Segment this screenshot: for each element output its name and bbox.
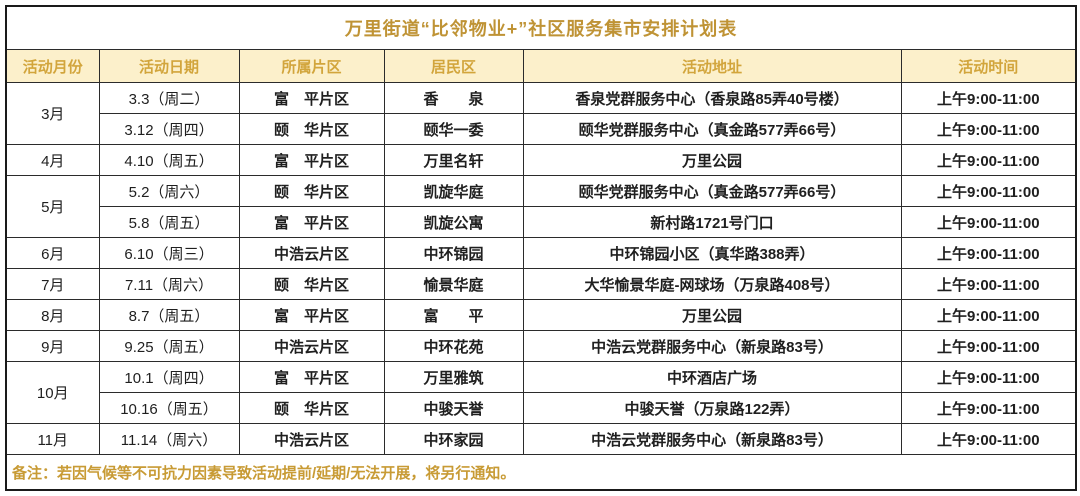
date-cell: 3.12（周四） (98, 113, 240, 145)
footer-note: 备注：若因气候等不可抗力因素导致活动提前/延期/无法开展，将另行通知。 (5, 454, 1077, 491)
date-cell: 3.3（周二） (98, 82, 240, 114)
column-header-month: 活动月份 (5, 49, 100, 83)
community-cell: 万里名轩 (383, 144, 524, 176)
address-cell: 中环锦园小区（真华路388弄） (522, 237, 902, 269)
address-cell: 大华愉景华庭-网球场（万泉路408号） (522, 268, 902, 300)
date-cell: 10.1（周四） (98, 361, 240, 393)
table-row: 3.12（周四）颐 华片区 颐华一委 颐华党群服务中心（真金路577弄66号） 上午9… (6, 113, 1077, 145)
time-cell: 上午9:00-11:00 (900, 268, 1077, 300)
month-cell: 9月 (5, 330, 100, 362)
community-cell: 中环家园 (383, 423, 524, 455)
community-cell: 中骏天誉 (383, 392, 524, 424)
date-cell: 9.25（周五） (98, 330, 240, 362)
community-cell: 中环锦园 (383, 237, 524, 269)
time-cell: 上午9:00-11:00 (900, 392, 1077, 424)
table-row: 6月 6.10（周三） 中浩云片区 中环锦园 中环锦园小区（真华路388弄） 上午9:00… (5, 237, 1077, 269)
community-cell: 万里雅筑 (383, 361, 524, 393)
community-cell: 凯旋公寓 (383, 206, 524, 238)
time-cell: 上午9:00-11:00 (900, 299, 1077, 331)
column-header-row: 活动月份 活动日期 所属片区 居民区 活动地址 活动时间 (5, 49, 1077, 83)
page-title: 万里街道“比邻物业+”社区服务集市安排计划表 (5, 5, 1077, 50)
date-cell: 11.14（周六） (98, 423, 240, 455)
time-cell: 上午9:00-11:00 (900, 82, 1077, 114)
address-cell: 香泉党群服务中心（香泉路85弄40号楼） (522, 82, 902, 114)
table-row: 5.8（周五）富 平片区 凯旋公寓 新村路1721号门口 上午9:00-11:00 (6, 206, 1077, 238)
month-cell: 10月 (5, 361, 100, 424)
month-cell: 8月 (5, 299, 100, 331)
district-cell: 富 平片区 (238, 144, 385, 176)
date-cell: 5.8（周五） (98, 206, 240, 238)
address-cell: 中骏天誉（万泉路122弄） (522, 392, 902, 424)
date-cell: 4.10（周五） (98, 144, 240, 176)
table-row: 7月 7.11（周六）颐 华片区 愉景华庭 大华愉景华庭-网球场（万泉路408号） 上午… (5, 268, 1077, 300)
month-cell: 7月 (5, 268, 100, 300)
date-cell: 5.2（周六） (98, 175, 240, 207)
district-cell: 富 平片区 (238, 206, 385, 238)
time-cell: 上午9:00-11:00 (900, 237, 1077, 269)
table-row: 11月 11.14（周六） 中浩云片区 中环家园 中浩云党群服务中心（新泉路83号） 上午… (5, 423, 1077, 455)
district-cell: 颐 华片区 (238, 175, 385, 207)
district-cell: 中浩云片区 (238, 330, 385, 362)
community-cell: 香 泉 (383, 82, 524, 114)
table-row: 10月 10.1（周四）富 平片区 万里雅筑 中环酒店广场 上午9:00-11:00 (5, 361, 1077, 424)
district-cell: 颐 华片区 (238, 268, 385, 300)
date-cell: 10.16（周五） (98, 392, 240, 424)
address-cell: 中浩云党群服务中心（新泉路83号） (522, 423, 902, 455)
community-cell: 颐华一委 (383, 113, 524, 145)
community-cell: 愉景华庭 (383, 268, 524, 300)
district-cell: 富 平片区 (238, 299, 385, 331)
table-row: 5月 5.2（周六）颐 华片区 凯旋华庭 颐华党群服务中心（真金路577弄66号） 上午… (5, 175, 1077, 238)
table-row: 8月 8.7（周五）富 平片区富 平万里公园 上午9:00-11:00 (5, 299, 1077, 331)
address-cell: 颐华党群服务中心（真金路577弄66号） (522, 113, 902, 145)
community-cell: 中环花苑 (383, 330, 524, 362)
date-cell: 6.10（周三） (98, 237, 240, 269)
table-row: 10.16（周五）颐 华片区 中骏天誉 中骏天誉（万泉路122弄） 上午9:00-11… (6, 392, 1077, 424)
address-cell: 万里公园 (522, 299, 902, 331)
community-service-schedule-table: 万里街道“比邻物业+”社区服务集市安排计划表 活动月份 活动日期 所属片区 居民… (5, 5, 1078, 491)
table-body: 3月 3.3（周二）富 平片区香 泉香泉党群服务中心（香泉路85弄40号楼） 上午9… (5, 82, 1077, 455)
month-cell: 3月 (5, 82, 100, 145)
community-cell: 富 平 (383, 299, 524, 331)
date-cell: 7.11（周六） (98, 268, 240, 300)
time-cell: 上午9:00-11:00 (900, 330, 1077, 362)
column-header-date: 活动日期 (98, 49, 240, 83)
table-row: 9月 9.25（周五） 中浩云片区 中环花苑 中浩云党群服务中心（新泉路83号） 上午9:… (5, 330, 1077, 362)
time-cell: 上午9:00-11:00 (900, 144, 1077, 176)
time-cell: 上午9:00-11:00 (900, 206, 1077, 238)
address-cell: 中环酒店广场 (522, 361, 902, 393)
table-row: 3月 3.3（周二）富 平片区香 泉香泉党群服务中心（香泉路85弄40号楼） 上午9… (5, 82, 1077, 145)
district-cell: 中浩云片区 (238, 423, 385, 455)
address-cell: 中浩云党群服务中心（新泉路83号） (522, 330, 902, 362)
district-cell: 颐 华片区 (238, 113, 385, 145)
time-cell: 上午9:00-11:00 (900, 361, 1077, 393)
month-cell: 5月 (5, 175, 100, 238)
table-row: 4月 4.10（周五）富 平片区 万里名轩 万里公园 上午9:00-11:00 (5, 144, 1077, 176)
time-cell: 上午9:00-11:00 (900, 175, 1077, 207)
district-cell: 富 平片区 (238, 82, 385, 114)
address-cell: 颐华党群服务中心（真金路577弄66号） (522, 175, 902, 207)
column-header-address: 活动地址 (522, 49, 902, 83)
community-cell: 凯旋华庭 (383, 175, 524, 207)
time-cell: 上午9:00-11:00 (900, 423, 1077, 455)
date-cell: 8.7（周五） (98, 299, 240, 331)
column-header-time: 活动时间 (900, 49, 1077, 83)
district-cell: 富 平片区 (238, 361, 385, 393)
address-cell: 万里公园 (522, 144, 902, 176)
month-cell: 4月 (5, 144, 100, 176)
title-row: 万里街道“比邻物业+”社区服务集市安排计划表 (5, 5, 1077, 50)
address-cell: 新村路1721号门口 (522, 206, 902, 238)
column-header-district: 所属片区 (238, 49, 385, 83)
time-cell: 上午9:00-11:00 (900, 113, 1077, 145)
footer-row: 备注：若因气候等不可抗力因素导致活动提前/延期/无法开展，将另行通知。 (5, 454, 1077, 491)
month-cell: 11月 (5, 423, 100, 455)
district-cell: 中浩云片区 (238, 237, 385, 269)
column-header-community: 居民区 (383, 49, 524, 83)
month-cell: 6月 (5, 237, 100, 269)
district-cell: 颐 华片区 (238, 392, 385, 424)
